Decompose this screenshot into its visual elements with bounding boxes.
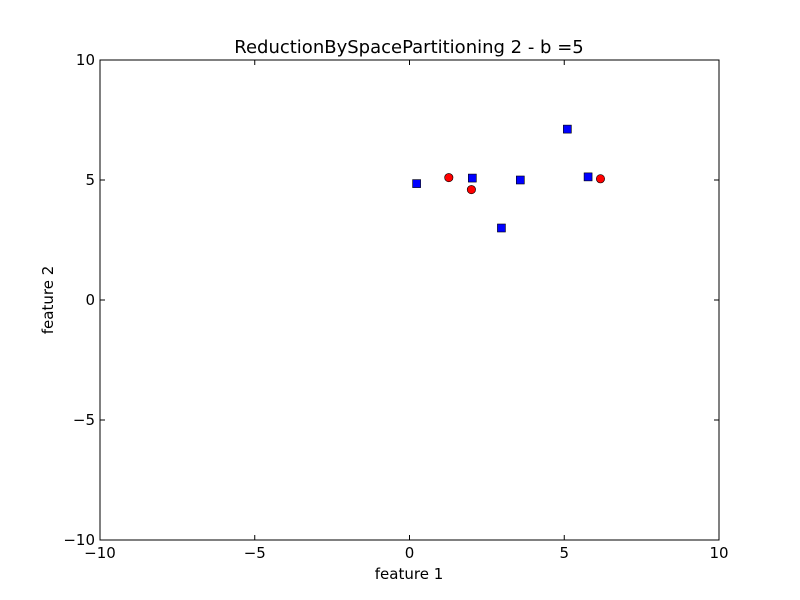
square-marker	[468, 173, 477, 183]
x-tick-label: −10	[84, 544, 116, 562]
square-marker	[412, 179, 421, 188]
square-marker	[497, 223, 506, 233]
y-tick-label: 0	[85, 291, 95, 309]
circle-marker	[444, 173, 454, 183]
circle-marker	[466, 185, 476, 195]
circle-marker	[595, 174, 605, 184]
axis-ticks: −10 −5 0 5 10 −10 −5 0 5 10	[63, 51, 728, 562]
y-tick-label: 10	[76, 51, 95, 69]
square-marker	[516, 175, 525, 185]
x-axis-label: feature 1	[375, 565, 443, 583]
square-marker	[583, 172, 593, 182]
plot-area	[99, 59, 720, 541]
y-tick-label: −10	[63, 531, 95, 549]
x-tick-label: 0	[405, 544, 415, 562]
data-points	[412, 124, 605, 233]
y-tick-label: −5	[73, 411, 95, 429]
x-tick-label: −5	[244, 544, 266, 562]
square-marker	[563, 124, 572, 134]
chart-title: ReductionBySpacePartitioning 2 - b =5	[234, 37, 583, 58]
y-tick-label: 5	[85, 171, 95, 189]
x-tick-label: 5	[559, 544, 569, 562]
y-axis-label: feature 2	[39, 266, 57, 334]
x-tick-label: 10	[709, 544, 728, 562]
